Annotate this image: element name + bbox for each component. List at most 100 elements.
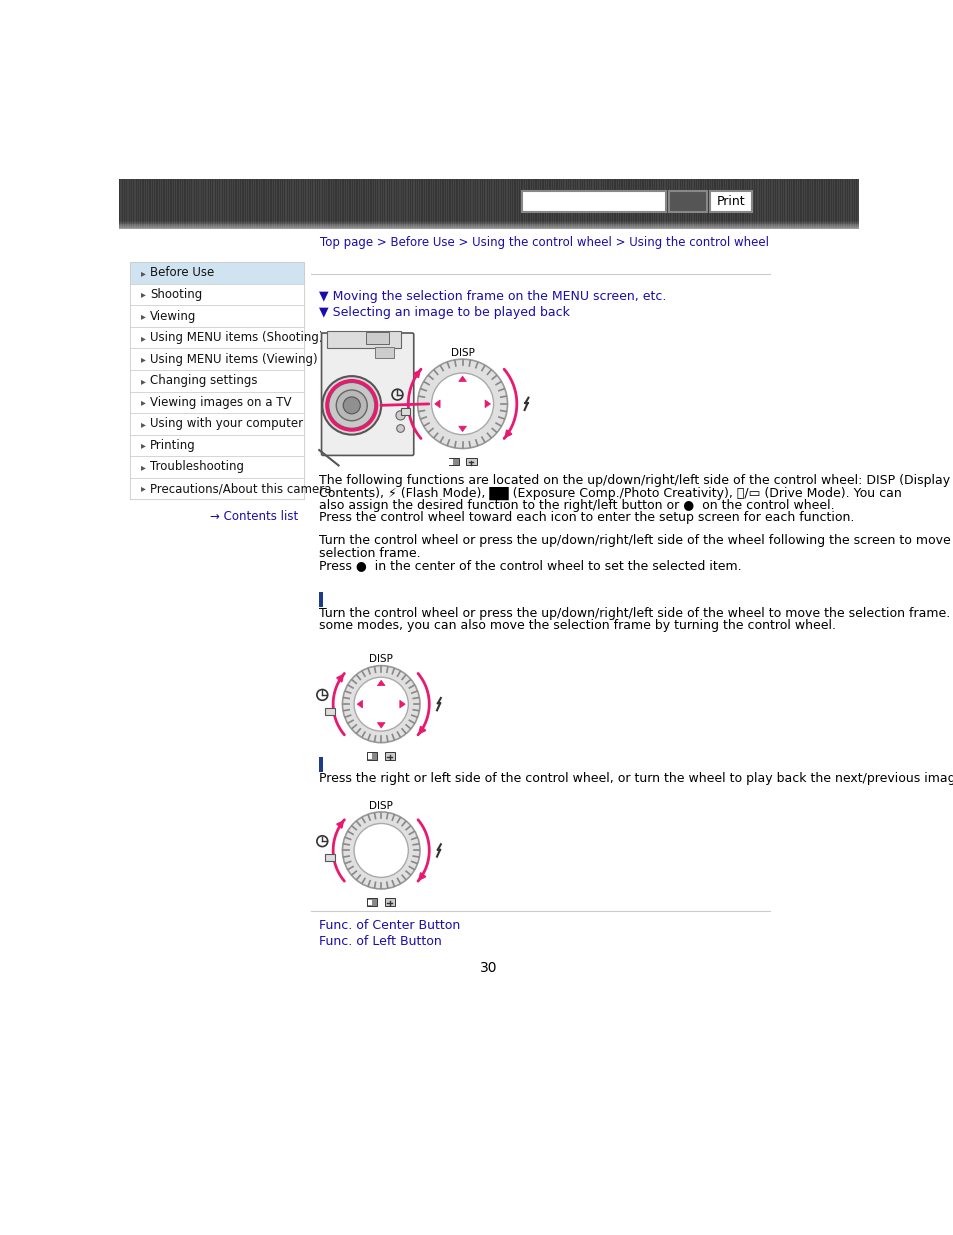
Bar xyxy=(593,179,594,228)
Bar xyxy=(423,179,424,228)
Polygon shape xyxy=(399,700,405,708)
Bar xyxy=(841,179,842,228)
Bar xyxy=(530,179,532,228)
Bar xyxy=(744,179,745,228)
Bar xyxy=(635,179,636,228)
Bar xyxy=(674,179,676,228)
Bar xyxy=(772,179,773,228)
Bar xyxy=(219,179,220,228)
Bar xyxy=(347,179,348,228)
Bar xyxy=(426,179,427,228)
Bar xyxy=(208,179,209,228)
Bar xyxy=(231,179,232,228)
Bar xyxy=(730,179,731,228)
Bar xyxy=(521,190,665,212)
Bar xyxy=(358,179,359,228)
Bar xyxy=(748,179,750,228)
Bar xyxy=(367,752,377,760)
Bar xyxy=(316,179,317,228)
Bar xyxy=(365,332,389,343)
Bar xyxy=(618,179,619,228)
Bar xyxy=(463,179,464,228)
Bar xyxy=(554,179,555,228)
Bar xyxy=(331,179,332,228)
Bar xyxy=(741,179,742,228)
Bar xyxy=(639,179,640,228)
Bar xyxy=(707,179,708,228)
Circle shape xyxy=(417,359,507,448)
Bar xyxy=(268,179,269,228)
Bar xyxy=(816,179,817,228)
Bar xyxy=(337,179,338,228)
Bar xyxy=(704,179,705,228)
Bar xyxy=(130,391,304,412)
Bar xyxy=(760,179,761,228)
Bar xyxy=(444,179,445,228)
Bar xyxy=(779,179,780,228)
Polygon shape xyxy=(435,400,439,408)
Text: ▼ Selecting an image to be played back: ▼ Selecting an image to be played back xyxy=(319,306,570,319)
Bar xyxy=(349,179,350,228)
Circle shape xyxy=(328,383,375,429)
Bar xyxy=(614,179,615,228)
Bar xyxy=(488,179,490,228)
Bar xyxy=(479,179,480,228)
Bar xyxy=(579,179,580,228)
Bar xyxy=(466,458,476,466)
Text: ▸: ▸ xyxy=(141,311,146,321)
Bar xyxy=(395,179,396,228)
Bar xyxy=(389,179,390,228)
Bar xyxy=(835,179,836,228)
Bar xyxy=(377,179,378,228)
Bar xyxy=(800,179,801,228)
Bar xyxy=(270,179,272,228)
Bar xyxy=(475,179,476,228)
Bar xyxy=(654,179,655,228)
Bar xyxy=(751,179,752,228)
Bar xyxy=(321,179,322,228)
Bar xyxy=(769,179,771,228)
Bar xyxy=(762,179,763,228)
Polygon shape xyxy=(377,680,385,685)
Bar xyxy=(367,898,377,906)
Bar xyxy=(693,179,694,228)
Bar xyxy=(154,179,155,228)
Bar xyxy=(848,179,849,228)
Bar xyxy=(182,179,183,228)
Bar xyxy=(672,179,673,228)
Bar xyxy=(546,179,548,228)
Bar xyxy=(620,179,622,228)
Bar xyxy=(681,179,682,228)
Bar xyxy=(500,179,501,228)
Text: Printing: Printing xyxy=(150,438,195,452)
Bar xyxy=(583,179,585,228)
Bar xyxy=(514,179,516,228)
Bar xyxy=(523,179,524,228)
Polygon shape xyxy=(484,400,490,408)
Bar xyxy=(187,179,188,228)
Bar xyxy=(221,179,222,228)
Bar xyxy=(525,179,527,228)
Bar xyxy=(646,179,647,228)
Bar xyxy=(756,179,757,228)
Bar xyxy=(319,592,323,608)
Bar xyxy=(809,179,810,228)
Bar xyxy=(298,179,299,228)
Bar xyxy=(840,179,841,228)
Bar xyxy=(491,179,492,228)
Bar xyxy=(391,179,392,228)
Bar xyxy=(354,179,355,228)
Bar xyxy=(184,179,185,228)
Bar xyxy=(802,179,803,228)
Bar xyxy=(518,179,519,228)
Bar xyxy=(537,179,538,228)
Bar xyxy=(163,179,165,228)
Bar xyxy=(709,179,710,228)
Bar xyxy=(205,179,206,228)
Text: → Contents list: → Contents list xyxy=(210,510,298,522)
Circle shape xyxy=(342,811,419,889)
Bar xyxy=(454,179,455,228)
Bar xyxy=(266,179,267,228)
Bar xyxy=(130,412,304,435)
Bar xyxy=(793,179,794,228)
